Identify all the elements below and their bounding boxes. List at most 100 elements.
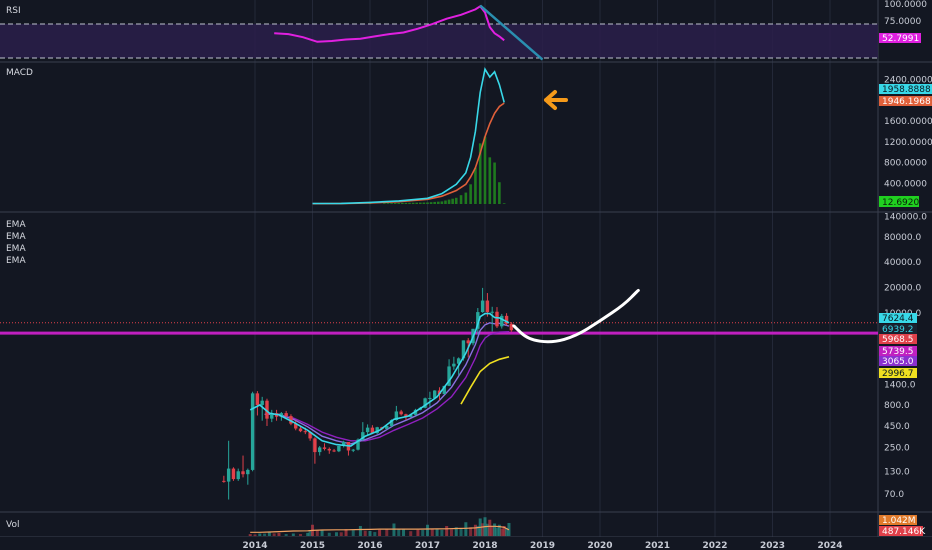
candle-body <box>279 413 284 417</box>
ema-label-1: EMA <box>6 220 26 230</box>
volume-bar <box>344 529 348 536</box>
time-tick: 2019 <box>530 541 555 550</box>
candle-body <box>337 445 341 452</box>
macd-histogram-bar <box>404 202 408 204</box>
volume-value-text: 1.042M <box>882 516 916 526</box>
macd-histogram-bar <box>401 202 404 204</box>
volume-bar <box>426 524 429 536</box>
volume-ma-badge <box>879 526 923 536</box>
volume-bar <box>392 523 396 536</box>
macd-tick: 1600.0000 <box>884 117 932 127</box>
candle-body <box>317 447 322 453</box>
volume-bar <box>248 534 252 536</box>
candle-body <box>255 393 260 405</box>
candle-body <box>289 416 293 424</box>
volume-bar <box>409 531 413 536</box>
volume-bar <box>299 534 303 536</box>
time-tick: 2016 <box>357 541 382 550</box>
volume-bar <box>397 529 401 536</box>
rsi-value-text: 52.7991 <box>882 34 919 44</box>
time-tick: 2021 <box>645 541 670 550</box>
rsi-line <box>274 4 505 43</box>
time-tick: 2020 <box>587 541 612 550</box>
macd-histogram-bar <box>419 202 422 204</box>
volume-bar <box>464 522 468 536</box>
candle-body <box>500 315 504 327</box>
candle-body <box>265 400 269 419</box>
ema-label-2: EMA <box>6 232 26 242</box>
candle-body <box>404 414 408 418</box>
rsi-value-badge <box>879 33 921 43</box>
macd-histogram-bar <box>469 184 472 204</box>
macd-histogram-bar <box>483 136 487 204</box>
volume-bar <box>440 529 444 536</box>
macd-histogram-bar <box>444 200 447 204</box>
rsi-tick: 100.0000 <box>884 0 927 10</box>
projection-curve <box>512 288 640 344</box>
candle-body <box>399 411 403 415</box>
volume-bar <box>363 530 367 536</box>
macd-histogram-bar <box>464 192 468 204</box>
macd-histogram-bar <box>411 202 415 204</box>
volume-bar <box>416 529 420 536</box>
price-badge <box>879 313 917 323</box>
macd-tick: 2400.0000 <box>884 76 932 86</box>
volume-bar <box>277 532 281 536</box>
candle-body <box>389 420 394 426</box>
volume-bar <box>284 534 288 536</box>
candle-body <box>509 323 514 331</box>
price-tick: 1400.0 <box>884 381 916 391</box>
candle-body <box>480 300 485 313</box>
price-badge-text: 5739.5 <box>882 347 914 357</box>
candle-body <box>495 311 499 327</box>
candle-body <box>365 427 370 433</box>
candle-body <box>294 423 298 429</box>
macd-histogram-bar <box>426 202 429 204</box>
candle-body <box>485 300 490 313</box>
price-badge <box>879 368 917 378</box>
candle-body <box>490 311 494 313</box>
volume-bar <box>253 534 257 536</box>
rsi-panel-label: RSI <box>6 6 21 16</box>
volume-bar <box>430 529 434 536</box>
candle-body <box>476 312 480 329</box>
candle-body <box>284 413 288 417</box>
candle-body <box>461 340 466 359</box>
candle-body <box>298 428 303 432</box>
histogram-value-badge <box>879 196 919 207</box>
volume-bar <box>267 531 271 536</box>
volume-bar <box>449 529 453 536</box>
macd-histogram-bar <box>493 162 496 204</box>
price-badge <box>879 356 917 366</box>
macd-histogram-bar <box>390 203 393 204</box>
volume-ma-text: 487.146K <box>882 527 926 537</box>
ema-label-4: EMA <box>6 256 26 266</box>
candle-body <box>222 480 226 482</box>
volume-value-badge <box>879 515 917 525</box>
macd-histogram-bar <box>436 201 440 204</box>
time-axis <box>0 537 932 550</box>
arrow-left-icon <box>544 90 568 110</box>
candle-body <box>394 411 399 421</box>
candle-body <box>356 439 360 450</box>
ema-long-line <box>460 356 510 405</box>
candle-body <box>322 447 327 449</box>
candle-body <box>456 358 461 364</box>
candle-body <box>260 400 264 405</box>
price-badge-text: 3065.0 <box>882 357 914 367</box>
macd-tick: 1200.0000 <box>884 138 932 148</box>
price-badge-text: 6939.2 <box>882 325 914 335</box>
volume-bar <box>385 529 389 536</box>
candle-body <box>341 442 346 446</box>
volume-bar <box>505 527 509 536</box>
candle-body <box>361 432 365 440</box>
volume-bar <box>493 523 497 536</box>
volume-bar <box>502 526 506 536</box>
volume-bar <box>421 529 425 536</box>
ema-fast-line <box>249 312 510 447</box>
volume-bar <box>402 528 406 536</box>
volume-bar <box>334 532 338 536</box>
candle-body <box>428 397 432 399</box>
price-tick: 70.0 <box>884 490 904 500</box>
